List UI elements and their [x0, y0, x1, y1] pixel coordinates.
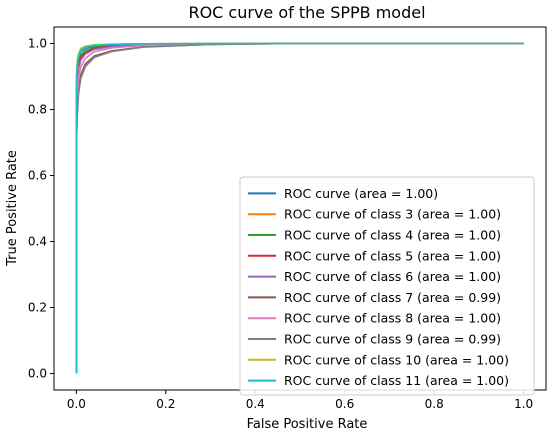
chart-title: ROC curve of the SPPB model [188, 3, 425, 22]
legend-label-2: ROC curve of class 3 (area = 1.00) [284, 207, 501, 222]
legend-label-4: ROC curve of class 5 (area = 1.00) [284, 248, 501, 263]
legend-label-7: ROC curve of class 8 (area = 1.00) [284, 311, 501, 326]
x-tick-label: 0.6 [335, 397, 354, 411]
x-tick-label: 0.4 [246, 397, 265, 411]
legend-label-3: ROC curve of class 4 (area = 1.00) [284, 228, 501, 243]
x-tick-label: 1.0 [514, 397, 533, 411]
y-tick-label: 0.8 [28, 103, 47, 117]
x-tick-label: 0.8 [425, 397, 444, 411]
legend-label-8: ROC curve of class 9 (area = 0.99) [284, 332, 501, 347]
series-layer [75, 42, 524, 374]
legend-label-5: ROC curve of class 6 (area = 1.00) [284, 269, 501, 284]
y-tick-label: 0.0 [28, 367, 47, 381]
series-line-10 [75, 42, 524, 374]
legend-box [239, 176, 535, 396]
legend: ROC curve (area = 1.00) ROC curve of clas… [239, 176, 535, 396]
y-axis-label: True Positive Rate [5, 150, 20, 267]
y-tick-label: 1.0 [28, 37, 47, 51]
x-tick-label: 0.0 [67, 397, 86, 411]
x-tick-label: 0.2 [156, 397, 175, 411]
legend-label-6: ROC curve of class 7 (area = 0.99) [284, 290, 501, 305]
y-tick-label: 0.2 [28, 301, 47, 315]
legend-label-10: ROC curve of class 11 (area = 1.00) [284, 373, 509, 388]
x-axis-label: False Positive Rate [247, 417, 368, 432]
legend-label-1: ROC curve (area = 1.00) [284, 186, 438, 201]
legend-label-9: ROC curve of class 10 (area = 1.00) [284, 352, 509, 367]
y-tick-label: 0.4 [28, 235, 47, 249]
y-tick-label: 0.6 [28, 169, 47, 183]
